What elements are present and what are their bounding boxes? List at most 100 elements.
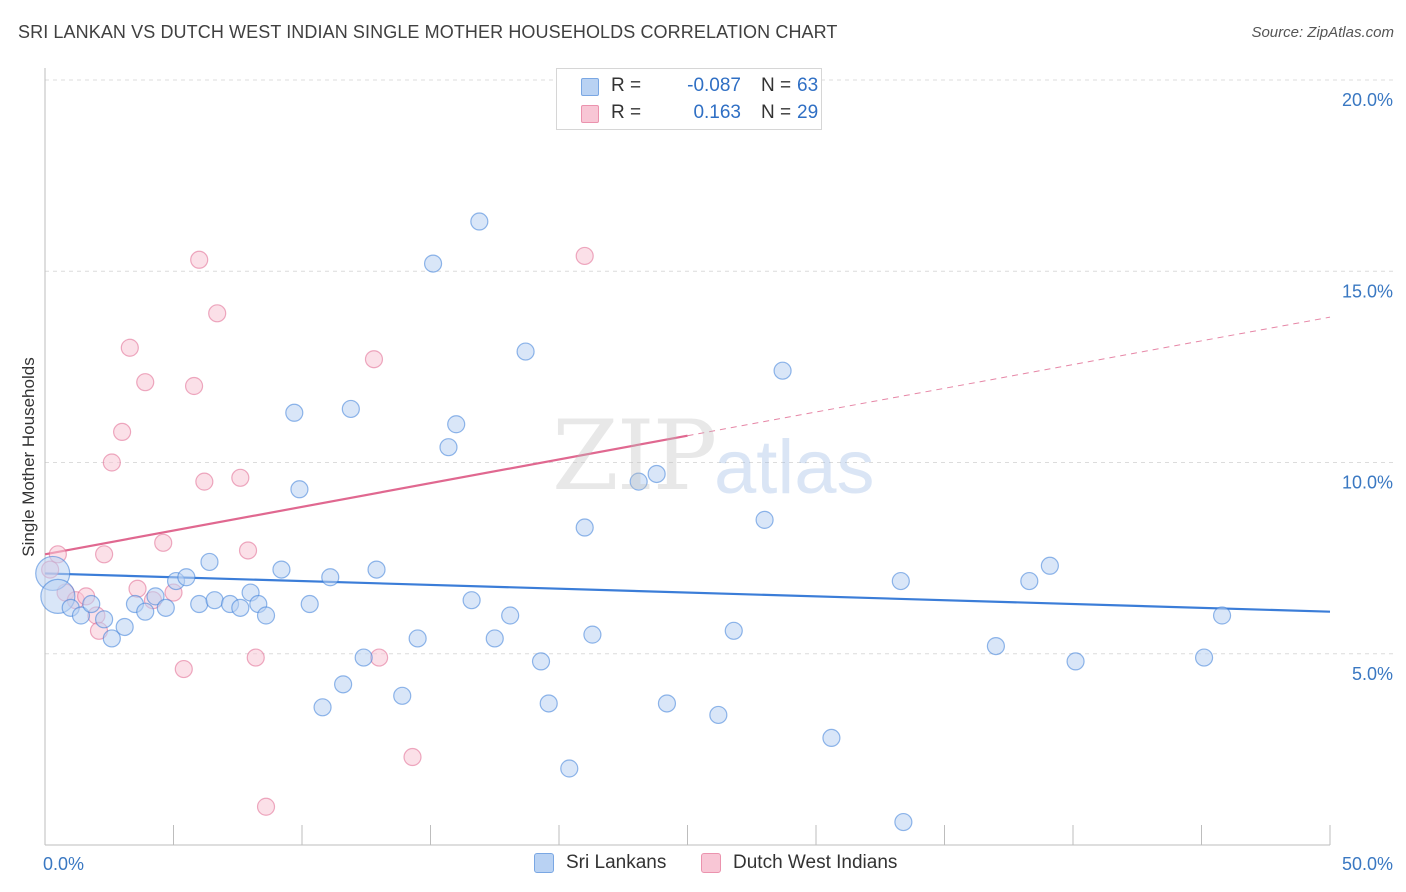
point-dutch-west-indians — [112, 422, 132, 441]
legend-n-label: N = — [761, 75, 792, 96]
point-sri-lankans — [439, 438, 458, 457]
point-dutch-west-indians — [256, 797, 276, 816]
point-sri-lankans — [1066, 652, 1085, 671]
trend-line-sri-lankans — [44, 572, 1331, 613]
trend-lines — [44, 316, 1331, 613]
point-sri-lankans — [156, 598, 175, 617]
point-sri-lankans — [71, 606, 91, 625]
y-axis-label: Single Mother Households — [19, 357, 38, 556]
point-sri-lankans — [367, 560, 386, 579]
point-sri-lankans — [136, 602, 155, 621]
data-points — [35, 212, 1232, 832]
point-sri-lankans — [575, 518, 594, 537]
point-sri-lankans — [256, 606, 276, 625]
legend-r-label: R = — [611, 102, 642, 123]
trend-line-dutch-west-indians — [44, 434, 688, 556]
point-sri-lankans — [485, 629, 504, 648]
trend-line-dutch-west-indians-extension — [687, 316, 1331, 437]
point-sri-lankans — [539, 694, 558, 713]
y-tick-label: 20.0% — [1342, 90, 1393, 110]
tick-labels: 5.0% 10.0% 15.0% 20.0% 0.0% 50.0% — [43, 90, 1393, 874]
point-sri-lankans — [334, 675, 353, 694]
legend-n-label: N = — [761, 102, 792, 123]
point-sri-lankans — [200, 552, 219, 572]
point-sri-lankans — [341, 399, 360, 419]
point-dutch-west-indians — [195, 472, 214, 491]
point-sri-lankans — [1194, 648, 1214, 667]
point-sri-lankans — [95, 610, 114, 629]
x-tick-label: 0.0% — [43, 854, 84, 874]
y-tick-label: 15.0% — [1342, 281, 1393, 301]
point-sri-lankans — [891, 571, 910, 591]
point-sri-lankans — [102, 629, 121, 648]
y-tick-label: 5.0% — [1352, 664, 1393, 684]
legend-r-value: -0.087 — [687, 75, 741, 96]
point-sri-lankans — [115, 617, 134, 637]
point-sri-lankans — [773, 361, 792, 380]
point-dutch-west-indians — [190, 250, 209, 269]
point-sri-lankans — [894, 812, 913, 832]
bottom-legend-swatch-dutch-west-indians — [701, 853, 721, 873]
bottom-legend-swatch-sri-lankans — [534, 853, 554, 873]
watermark-atlas: atlas — [714, 425, 875, 510]
source-label: Source: ZipAtlas.com — [1251, 24, 1394, 41]
point-dutch-west-indians — [95, 545, 114, 564]
point-dutch-west-indians — [136, 373, 155, 392]
point-dutch-west-indians — [403, 747, 422, 767]
point-sri-lankans — [393, 686, 412, 705]
point-dutch-west-indians — [120, 338, 139, 357]
point-sri-lankans — [272, 560, 291, 579]
legend-r-value: 0.163 — [693, 102, 741, 123]
point-sri-lankans — [1040, 556, 1059, 575]
point-dutch-west-indians — [364, 350, 384, 369]
point-sri-lankans — [423, 254, 443, 273]
point-dutch-west-indians — [246, 648, 265, 667]
point-dutch-west-indians — [208, 304, 227, 323]
point-dutch-west-indians — [184, 376, 204, 396]
point-sri-lankans — [462, 591, 481, 610]
point-sri-lankans — [177, 568, 196, 587]
axes — [44, 68, 1331, 846]
point-sri-lankans — [205, 591, 224, 610]
point-sri-lankans — [531, 652, 551, 671]
point-dutch-west-indians — [154, 533, 173, 552]
y-tick-label: 10.0% — [1342, 473, 1393, 493]
legend-swatch-sri-lankans — [581, 78, 599, 96]
point-sri-lankans — [822, 728, 841, 748]
point-sri-lankans — [647, 464, 666, 484]
legend-n-value: 63 — [797, 75, 819, 96]
point-dutch-west-indians — [174, 659, 193, 679]
point-sri-lankans — [354, 648, 373, 667]
grid-lines — [45, 79, 1395, 655]
bottom-legend-label: Sri Lankans — [566, 852, 667, 873]
point-sri-lankans — [724, 621, 743, 640]
point-sri-lankans — [657, 694, 677, 713]
point-sri-lankans — [501, 606, 520, 625]
x-tick-label: 50.0% — [1342, 854, 1393, 874]
point-sri-lankans — [190, 594, 209, 614]
point-sri-lankans — [560, 759, 579, 778]
legend-swatch-dutch-west-indians — [581, 105, 599, 123]
point-sri-lankans — [583, 625, 602, 644]
legend-n-value: 29 — [797, 102, 819, 123]
legend-r-label: R = — [611, 75, 642, 96]
point-sri-lankans — [313, 698, 332, 717]
point-sri-lankans — [470, 212, 489, 231]
point-dutch-west-indians — [575, 246, 594, 266]
point-sri-lankans — [146, 587, 165, 606]
point-sri-lankans — [629, 472, 648, 491]
point-dutch-west-indians — [102, 453, 121, 472]
point-sri-lankans — [986, 636, 1006, 656]
point-sri-lankans — [285, 403, 304, 422]
point-sri-lankans — [290, 480, 309, 499]
point-sri-lankans — [709, 705, 728, 725]
point-sri-lankans — [1020, 571, 1039, 591]
point-dutch-west-indians — [128, 579, 147, 598]
correlation-legend: R = -0.087 N = 63 R = 0.163 N = 29 — [556, 68, 822, 130]
point-sri-lankans — [82, 594, 101, 614]
point-sri-lankans — [408, 629, 427, 648]
bottom-legend-label: Dutch West Indians — [733, 852, 898, 873]
point-sri-lankans — [755, 510, 774, 529]
point-dutch-west-indians — [238, 541, 258, 560]
